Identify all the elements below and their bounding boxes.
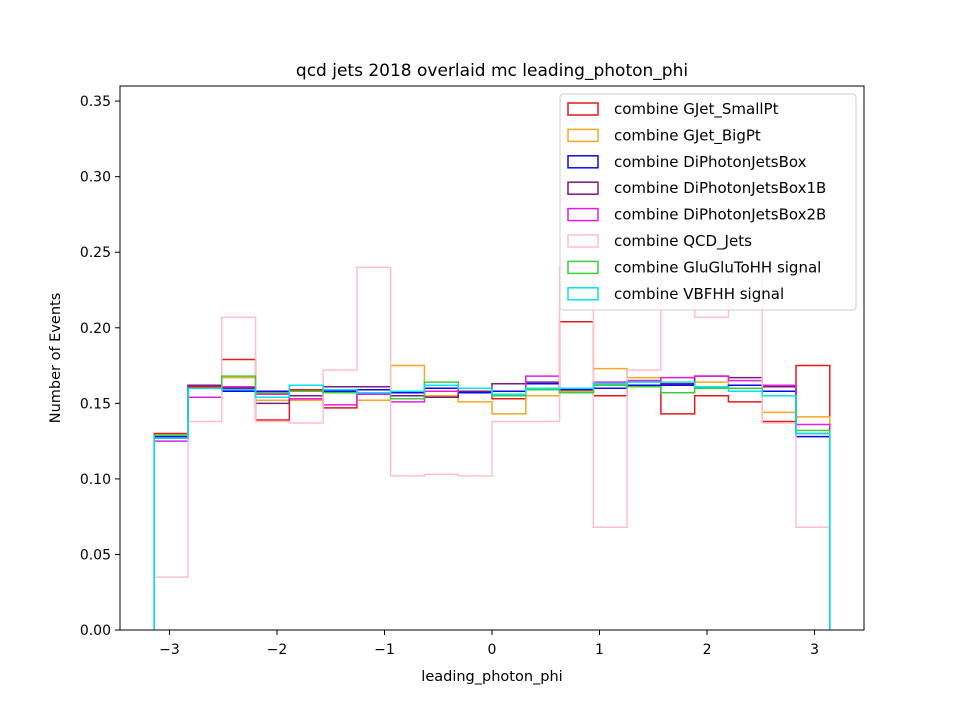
legend-swatch-7 [567, 287, 599, 301]
legend-entry-7: combine VBFHH signal [614, 285, 784, 303]
y-tick-label: 0.30 [80, 170, 111, 186]
legend-swatch-3 [567, 181, 599, 195]
legend-entry-1: combine GJet_BigPt [614, 126, 761, 145]
x-tick-label: 2 [703, 642, 712, 658]
legend-entry-2: combine DiPhotonJetsBox [614, 153, 807, 171]
legend-swatch-0 [567, 102, 599, 116]
y-axis-title: Number of Events [48, 293, 64, 424]
legend-swatch-4 [567, 207, 599, 222]
y-tick-label: 0.05 [80, 547, 111, 563]
x-tick-label: 1 [595, 642, 604, 658]
y-tick-label: 0.20 [80, 321, 111, 337]
legend-entry-6: combine GluGluToHH signal [614, 258, 821, 276]
x-tick-label: −1 [374, 642, 395, 658]
y-tick-label: 0.15 [80, 396, 111, 412]
legend-swatch-2 [567, 155, 599, 169]
chart-title: qcd jets 2018 overlaid mc leading_photon… [296, 61, 688, 81]
legend-box [559, 93, 857, 311]
legend-swatch-5 [567, 234, 599, 248]
legend-entry-0: combine GJet_SmallPt [614, 100, 779, 119]
y-tick-label: 0.25 [80, 245, 111, 261]
x-tick-label: 0 [488, 642, 497, 658]
legend-entry-4: combine DiPhotonJetsBox2B [614, 206, 826, 224]
axes-frame [119, 85, 865, 631]
histogram-series-7 [153, 381, 831, 630]
legend-swatch-6 [567, 260, 599, 275]
legend-swatch-1 [567, 128, 599, 143]
y-tick-label: 0.35 [80, 94, 111, 110]
y-tick-label: 0.00 [80, 623, 111, 639]
x-tick-label: −3 [159, 642, 180, 658]
x-tick-label: −2 [267, 642, 288, 658]
y-tick-label: 0.10 [80, 472, 111, 488]
x-tick-label: 3 [810, 642, 819, 658]
x-axis-title: leading_photon_phi [421, 669, 562, 685]
legend-entry-3: combine DiPhotonJetsBox1B [614, 179, 826, 197]
legend-entry-5: combine QCD_Jets [614, 232, 752, 251]
